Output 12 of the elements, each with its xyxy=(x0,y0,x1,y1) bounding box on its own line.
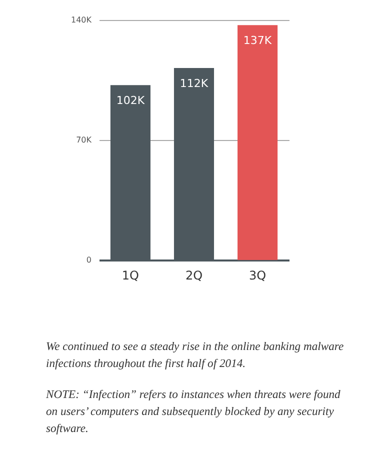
text: NOTE: “Infection” refers to instances when threats were found on users’ computers and subsequently blocked by any security software. xyxy=(46,387,342,437)
text: We continued to see a steady rise in the online banking malware infections throughout the first half of 2014. xyxy=(46,339,345,372)
data-label: 112K xyxy=(180,77,209,90)
x-tick-label: 3Q xyxy=(249,268,266,282)
x-tick-label: 1Q xyxy=(122,268,139,282)
y-tick-label: 70K xyxy=(76,136,92,144)
x-tick-label: 2Q xyxy=(185,268,203,282)
y-tick-label: 0 xyxy=(86,256,92,264)
y-tick-label: 140K xyxy=(70,16,92,24)
bar xyxy=(238,25,278,260)
data-label: 102K xyxy=(116,94,146,108)
data-label: 137K xyxy=(243,34,272,48)
